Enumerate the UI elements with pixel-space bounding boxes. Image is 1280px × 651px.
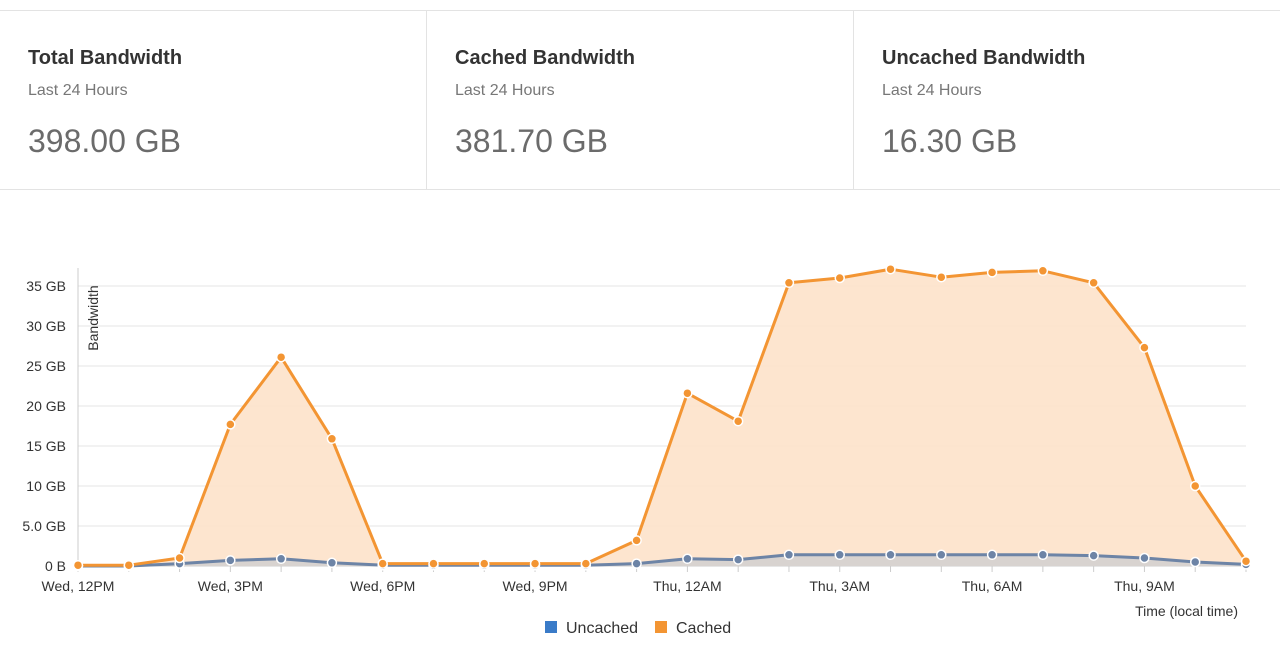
x-axis-title: Time (local time) (1135, 603, 1238, 619)
cached-point[interactable] (377, 558, 388, 569)
cached-point[interactable] (1189, 480, 1201, 492)
uncached-point[interactable] (732, 554, 744, 565)
cached-point[interactable] (783, 277, 795, 289)
cached-point[interactable] (732, 415, 744, 427)
x-tick-label: Wed, 9PM (502, 578, 567, 594)
legend: Uncached Cached (545, 620, 731, 637)
legend-swatch[interactable] (655, 621, 667, 633)
cached-point[interactable] (174, 552, 185, 564)
y-tick-label: 10 GB (26, 478, 66, 494)
cached-point[interactable] (580, 558, 592, 569)
cached-point[interactable] (986, 267, 998, 278)
y-tick-label: 30 GB (26, 318, 66, 334)
uncached-point[interactable] (1139, 552, 1150, 564)
series-layer (72, 263, 1252, 572)
uncached-point[interactable] (885, 549, 896, 561)
cached-area (78, 269, 1246, 566)
x-tick-label: Wed, 6PM (350, 578, 415, 594)
y-tick-label: 5.0 GB (22, 518, 66, 534)
x-tick-label: Thu, 6AM (962, 578, 1023, 594)
cached-point[interactable] (1088, 277, 1099, 289)
legend-swatch[interactable] (545, 621, 557, 633)
cached-point[interactable] (326, 433, 338, 445)
cached-point[interactable] (1037, 265, 1049, 277)
stat-subtitle: Last 24 Hours (882, 82, 982, 99)
cached-point[interactable] (529, 558, 541, 569)
stat-value: 398.00 GB (28, 123, 181, 159)
y-tick-label: 20 GB (26, 398, 66, 414)
uncached-point[interactable] (834, 549, 845, 561)
x-tick-label: Wed, 3PM (198, 578, 263, 594)
y-axis-title: Bandwidth (85, 285, 101, 350)
legend-label[interactable]: Cached (676, 620, 731, 637)
y-axis: 0 B 5.0 GB 10 GB 15 GB 20 GB 25 GB 30 GB 35 GB (22, 268, 79, 574)
y-tick-label: 0 B (45, 558, 66, 574)
cached-line (78, 267, 1248, 567)
stat-card-uncached: Uncached Bandwidth Last 24 Hours 16.30 G… (854, 11, 1280, 189)
cached-point[interactable] (682, 387, 693, 399)
stat-title: Cached Bandwidth (455, 47, 636, 69)
stat-value: 16.30 GB (882, 123, 1018, 159)
stat-subtitle: Last 24 Hours (28, 82, 128, 99)
uncached-point[interactable] (326, 557, 338, 569)
cached-point[interactable] (834, 272, 845, 284)
uncached-line (78, 553, 1247, 568)
uncached-point[interactable] (631, 558, 642, 569)
stat-title: Total Bandwidth (28, 47, 183, 69)
x-tick-label: Thu, 3AM (809, 578, 870, 594)
cached-point[interactable] (1139, 342, 1150, 353)
bandwidth-chart: Wed, 12PM Wed, 3PM Wed, 6PM Wed, 9PM Thu, 12… (22, 263, 1252, 637)
x-tick-label: Thu, 12AM (653, 578, 721, 594)
cached-point[interactable] (479, 558, 490, 569)
stats-row: Total Bandwidth Last 24 Hours 398.00 GB … (0, 10, 1280, 190)
stat-value: 381.70 GB (455, 123, 608, 159)
cached-point[interactable] (72, 559, 84, 571)
uncached-area (78, 554, 1246, 566)
y-tick-label: 35 GB (26, 278, 66, 294)
cached-point[interactable] (631, 535, 642, 546)
uncached-point[interactable] (1088, 550, 1099, 561)
stat-card-total: Total Bandwidth Last 24 Hours 398.00 GB (0, 11, 427, 189)
uncached-point[interactable] (225, 555, 236, 566)
cached-point[interactable] (885, 263, 896, 275)
y-tick-label: 25 GB (26, 358, 66, 374)
y-tick-label: 15 GB (26, 438, 66, 454)
cached-point[interactable] (1240, 555, 1252, 567)
legend-label[interactable]: Uncached (566, 620, 638, 637)
uncached-point[interactable] (783, 549, 795, 561)
uncached-point[interactable] (986, 549, 998, 561)
uncached-point[interactable] (275, 553, 287, 565)
cached-point[interactable] (275, 351, 287, 363)
stat-card-cached: Cached Bandwidth Last 24 Hours 381.70 GB (427, 11, 854, 189)
x-tick-label: Thu, 9AM (1114, 578, 1175, 594)
uncached-point[interactable] (936, 549, 947, 561)
x-tick-label: Wed, 12PM (42, 578, 115, 594)
stat-subtitle: Last 24 Hours (455, 82, 555, 99)
cached-point[interactable] (428, 558, 439, 569)
cached-point[interactable] (225, 419, 236, 430)
uncached-point[interactable] (1037, 549, 1049, 561)
x-axis: Wed, 12PM Wed, 3PM Wed, 6PM Wed, 9PM Thu, 12… (42, 565, 1247, 594)
stat-title: Uncached Bandwidth (882, 47, 1086, 69)
cached-point[interactable] (936, 271, 947, 283)
uncached-point[interactable] (1189, 556, 1201, 568)
cached-point[interactable] (123, 559, 135, 571)
uncached-point[interactable] (682, 553, 693, 565)
